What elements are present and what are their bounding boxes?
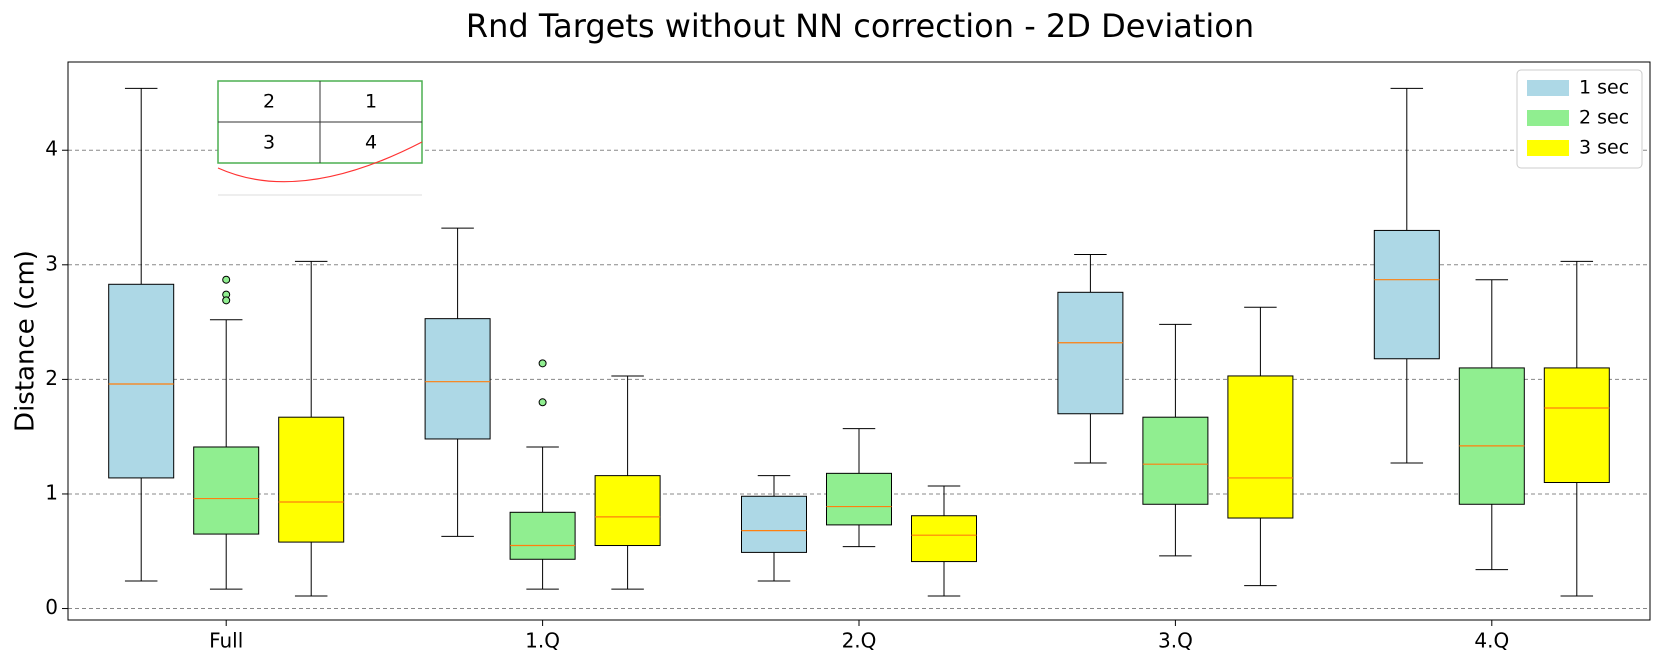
legend-swatch [1527,80,1569,96]
box [1057,291,1124,415]
chart-title: Rnd Targets without NN correction - 2D D… [466,7,1254,45]
box [1227,375,1294,519]
x-tick-label: 1.Q [525,629,560,653]
outlier [222,296,231,305]
box [741,495,807,553]
box [826,472,892,526]
box [1543,367,1610,484]
x-tick-label: 3.Q [1158,629,1193,653]
y-tick-label: 0 [45,595,58,619]
box [424,318,491,440]
box [911,515,977,563]
inset-label: 2 [263,91,275,113]
box [594,475,661,547]
box [108,283,175,479]
x-tick-label: 4.Q [1474,629,1509,653]
legend-label: 1 sec [1579,77,1629,99]
inset-label: 3 [263,132,275,154]
y-tick-label: 4 [45,137,58,161]
legend-swatch [1527,140,1569,156]
box [1458,367,1525,505]
y-tick-label: 1 [45,480,58,504]
x-tick-label: Full [209,629,243,653]
box [278,416,345,543]
y-tick-label: 3 [45,251,58,275]
box [509,511,576,560]
inset-curve [217,141,423,183]
outlier [538,398,547,407]
box [1142,416,1209,505]
outlier [222,275,231,284]
box [193,446,260,535]
y-tick-label: 2 [45,366,58,390]
box [1373,229,1440,360]
x-tick-label: 2.Q [842,629,877,653]
y-axis-label: Distance (cm) [11,250,41,432]
inset-label: 4 [365,132,377,154]
legend-label: 3 sec [1579,137,1629,159]
plot-frame [67,61,1651,621]
inset: 2 1 3 4 [217,80,423,196]
legend-label: 2 sec [1579,107,1629,129]
legend-swatch [1527,110,1569,126]
outlier [538,359,547,368]
inset-label: 1 [365,91,377,113]
